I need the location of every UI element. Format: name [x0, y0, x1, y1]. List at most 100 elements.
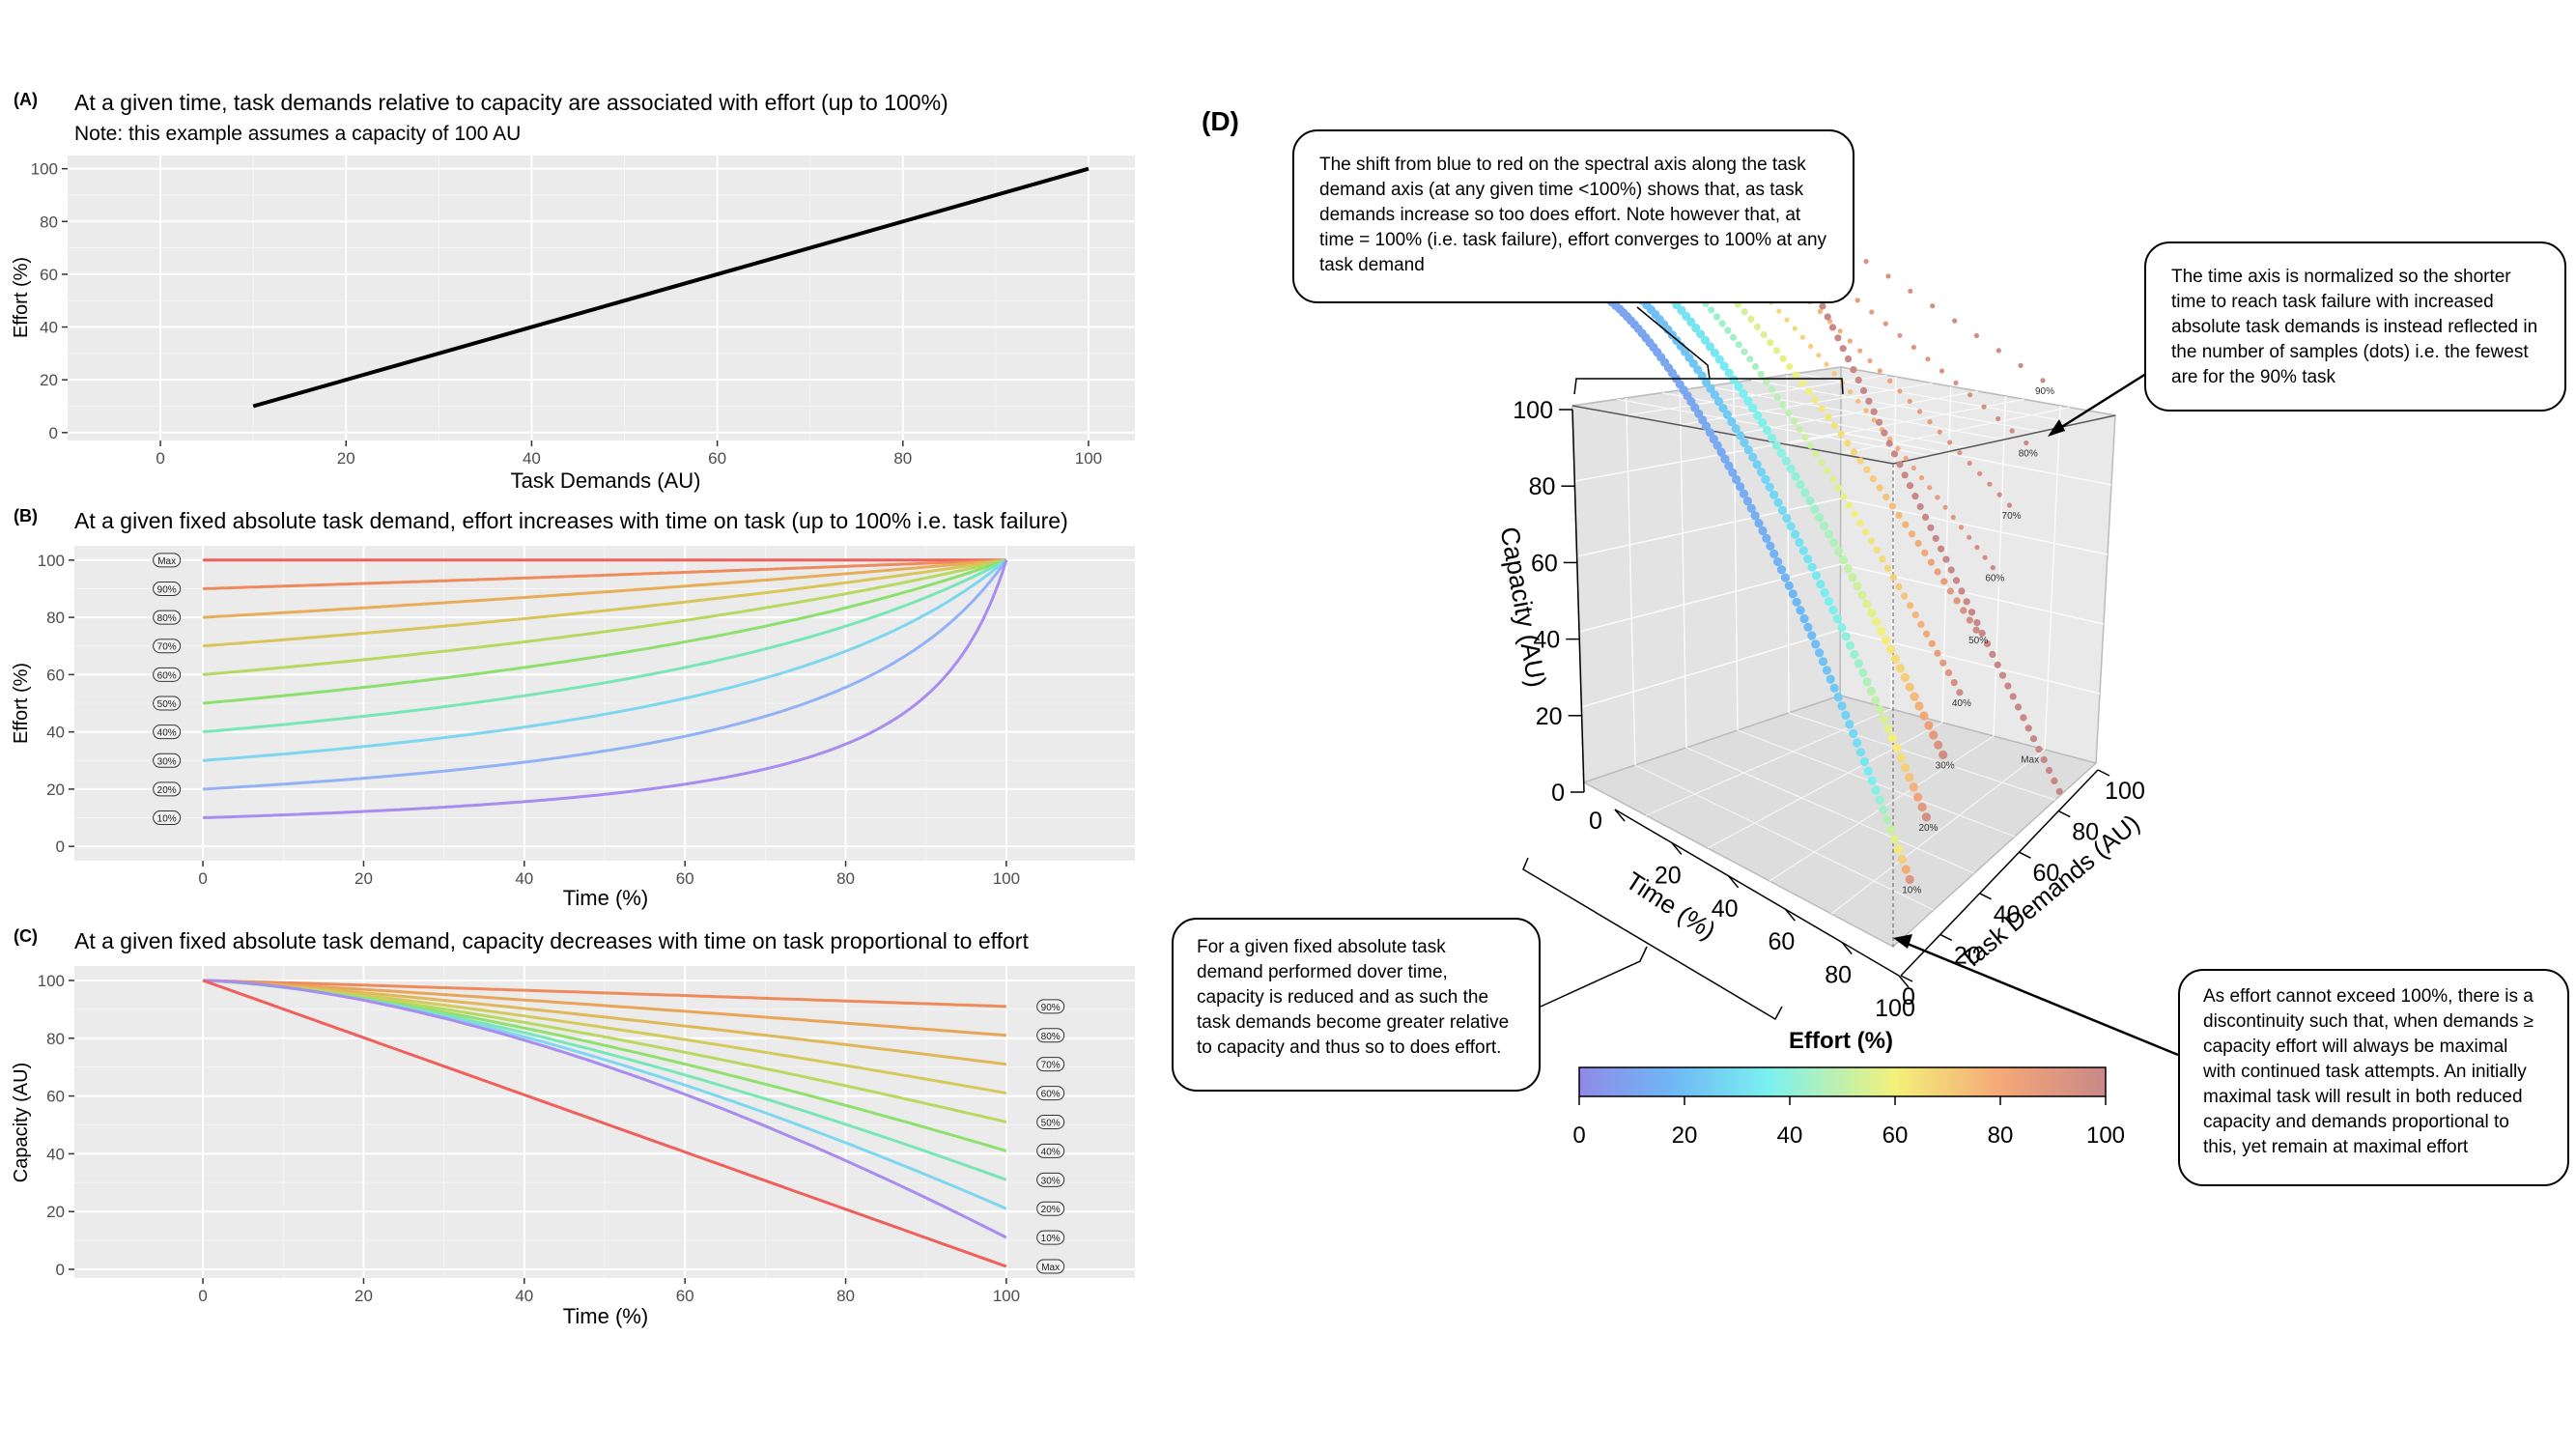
panel-d-series-label-10%: 10% [1902, 886, 1921, 896]
panel-d-point [1958, 587, 1966, 595]
colorbar-tick-label: 0 [1572, 1122, 1585, 1149]
panel-d-point [1862, 528, 1870, 536]
panel-d-point [1831, 371, 1837, 377]
panel-d-point [1718, 320, 1726, 327]
panel-d-point [1779, 355, 1787, 362]
panel-d-point [1724, 368, 1734, 378]
panel-d-z-tick-label: 0 [1551, 780, 1565, 807]
panel-d-series-label-40%: 40% [1952, 698, 1971, 709]
panel-d-point [1796, 606, 1805, 615]
panel-d-point [1753, 411, 1763, 420]
panel-d-point [1876, 484, 1883, 492]
panel-d-point [2024, 440, 2029, 446]
panel-d-z-axis-line [1571, 409, 1585, 793]
panel-a-xlabel: Task Demands (AU) [511, 469, 701, 493]
panel-d-point [1761, 474, 1770, 484]
panel-d-point [1805, 387, 1813, 395]
panel-d-point [1879, 555, 1886, 563]
panel-b-legend-20%-badge [153, 781, 182, 797]
panel-d-point [1724, 461, 1734, 470]
panel-d-point [1739, 489, 1749, 498]
panel-b-axes: 0 20 40 60 80 100 0 20 40 60 80 100 [38, 552, 1020, 888]
panel-d-series-label-90%: 90% [2035, 386, 2054, 397]
panel-d-point [1934, 649, 1941, 657]
panel-d-point [1848, 389, 1854, 395]
panel-c-legend-60%-badge [1036, 1086, 1065, 1101]
panel-d-point [1844, 355, 1853, 363]
panel-d-point [1908, 288, 1913, 294]
panel-d-point [1796, 480, 1805, 490]
panel-b-y-tick-label: 40 [46, 724, 65, 742]
panel-d-point [1718, 403, 1728, 413]
panel-d-point [1910, 692, 1919, 701]
panel-d-point [1825, 596, 1834, 607]
panel-d-point [1906, 482, 1914, 490]
panel-a-grid [68, 156, 1135, 440]
panel-d-point [1863, 408, 1869, 413]
panel-d-point [1838, 555, 1848, 565]
panel-d-series-label-Max: Max [2021, 754, 2039, 765]
panel-d-point [2055, 787, 2063, 795]
panel-a-tag: (A) [14, 90, 38, 109]
panel-d-y-tick-label: 0 [1902, 983, 1915, 1010]
panel-d-point [1839, 345, 1847, 353]
panel-d-gridline [1685, 747, 1975, 874]
panel-d-point [1795, 537, 1804, 548]
panel-d-point [1897, 854, 1907, 865]
panel-b-x-tick-label: 0 [198, 869, 207, 888]
panel-d-point [1939, 750, 1948, 760]
panel-d-point [1828, 538, 1838, 548]
panel-d-point [1816, 580, 1826, 589]
panel-d-point [1788, 589, 1798, 599]
panel-d-point [1786, 464, 1796, 473]
panel-d-point [1828, 324, 1837, 331]
panel-d-series-40% [1647, 245, 1964, 696]
panel-c-y-tick-label: 80 [46, 1030, 65, 1048]
panel-d-point [1810, 504, 1820, 514]
panel-d-point [1762, 533, 1771, 544]
bracket-left [1522, 857, 1783, 1021]
panel-d-point [1937, 545, 1945, 553]
panel-d-point [1798, 380, 1806, 387]
panel-d-point [1771, 440, 1781, 450]
panel-b-series-40% [202, 558, 1007, 734]
panel-d-point [1772, 347, 1780, 355]
panel-b-x-tick-label: 80 [836, 869, 855, 888]
panel-d-point [1751, 362, 1760, 371]
panel-d-point [2014, 703, 2023, 711]
panel-b-legend-50%-badge [153, 696, 182, 711]
panel-d-point [1830, 422, 1838, 430]
panel-d-point [1705, 428, 1714, 438]
panel-d-point [1873, 546, 1881, 554]
panel-c-y-tick-label: 40 [46, 1145, 65, 1163]
panel-d-point [1957, 450, 1963, 456]
panel-b-legend-40%-label: 40% [157, 728, 177, 739]
panel-c-title: At a given fixed absolute task demand, c… [74, 928, 1029, 953]
panel-c-series-10% [203, 979, 1007, 1239]
panel-d-point [1895, 582, 1903, 591]
panel-c-legend-80%-badge [1036, 1028, 1065, 1043]
panel-d-point [1928, 639, 1936, 647]
panel-d-point [1889, 574, 1897, 582]
panel-d-point [1740, 438, 1749, 447]
panel-d-point [1947, 440, 1953, 445]
panel-d-point [1967, 392, 1973, 398]
panel-d-z-tick-label: 40 [1533, 627, 1560, 654]
panel-d-point [1766, 541, 1775, 551]
panel-d-point [1786, 522, 1796, 531]
panel-d-point [1845, 720, 1854, 729]
panel-d-point [1803, 554, 1813, 564]
panel-d-point [1956, 689, 1964, 696]
panel-d-series-10% [1596, 289, 1914, 885]
panel-d-point [2029, 735, 2038, 743]
panel-d-point [1849, 728, 1858, 739]
panel-d-point [1996, 492, 2002, 497]
panel-d-point [1875, 795, 1884, 805]
panel-c-legend: 90% 80% 70% 60% 50% 40% 30% 20% 10% Max [1036, 999, 1065, 1274]
panel-d-gridline [1625, 397, 1636, 766]
panel-c-legend-90%-label: 90% [1041, 1003, 1061, 1013]
panel-a-y-tick-label: 60 [40, 266, 58, 284]
panel-d-gridline [1737, 729, 2016, 838]
panel-d-point [1833, 547, 1843, 556]
